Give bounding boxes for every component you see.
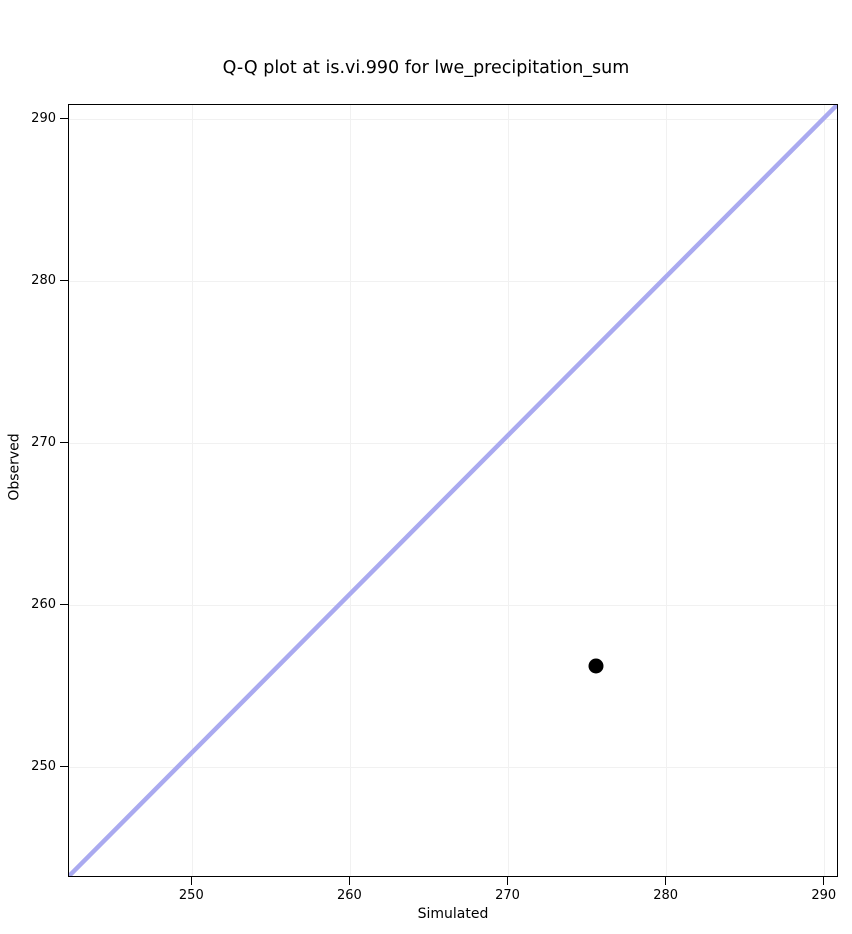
gridline-vertical <box>191 105 194 876</box>
gridline-vertical <box>507 105 510 876</box>
y-axis-tick-mark <box>60 279 68 282</box>
x-axis-tick-label: 250 <box>178 888 204 903</box>
x-axis-tick-mark <box>506 877 509 885</box>
gridline-horizontal <box>69 280 837 283</box>
gridline-horizontal <box>69 605 837 607</box>
x-axis-tick-label: 260 <box>337 888 362 903</box>
data-point-marker <box>588 658 603 674</box>
x-axis-tick-label: 270 <box>495 888 520 903</box>
reference-line-segment <box>69 105 837 876</box>
gridline-horizontal <box>69 442 837 445</box>
x-axis-tick-mark <box>348 877 351 885</box>
x-axis-tick-mark <box>190 877 193 885</box>
chart-title-line-1: Q-Q plot at is.vi.990 for lwe_precipitat… <box>222 58 630 78</box>
x-axis-tick-mark <box>823 877 825 885</box>
gridline-vertical <box>665 105 668 876</box>
y-axis-tick-mark <box>60 604 68 606</box>
gridline-vertical <box>824 105 826 876</box>
y-axis-tick-label: 260 <box>31 596 56 612</box>
y-axis-tick-mark <box>60 766 68 768</box>
y-axis-tick-label: 290 <box>31 110 56 126</box>
y-axis-tick-mark <box>60 441 68 444</box>
y-axis-tick-mark <box>60 117 68 120</box>
x-axis-tick-mark <box>664 877 667 885</box>
x-axis-tick-label: 280 <box>653 888 679 903</box>
y-axis-tick-label: 250 <box>31 758 56 774</box>
one-to-one-reference-line <box>69 105 837 876</box>
gridline-horizontal <box>69 118 837 121</box>
gridline-horizontal <box>69 767 837 769</box>
x-axis-tick-label: 290 <box>811 888 837 903</box>
y-axis-tick-label: 280 <box>31 272 56 288</box>
x-axis-label: Simulated <box>417 906 489 922</box>
y-axis-label: Observed <box>4 0 26 934</box>
plot-area <box>68 104 838 877</box>
y-axis-tick-label: 270 <box>31 434 56 450</box>
y-axis-label-text: Observed <box>7 433 24 501</box>
gridline-vertical <box>349 105 352 876</box>
